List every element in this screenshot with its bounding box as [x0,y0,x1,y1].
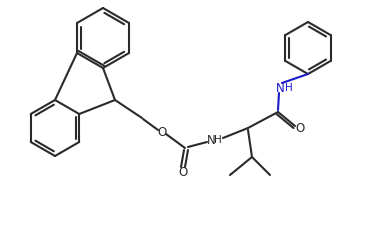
Text: H: H [285,83,293,93]
Text: N: N [207,134,215,147]
Text: O: O [295,122,305,135]
Text: O: O [178,165,188,178]
Text: O: O [157,126,167,139]
Text: H: H [214,135,222,145]
Text: N: N [276,81,284,94]
